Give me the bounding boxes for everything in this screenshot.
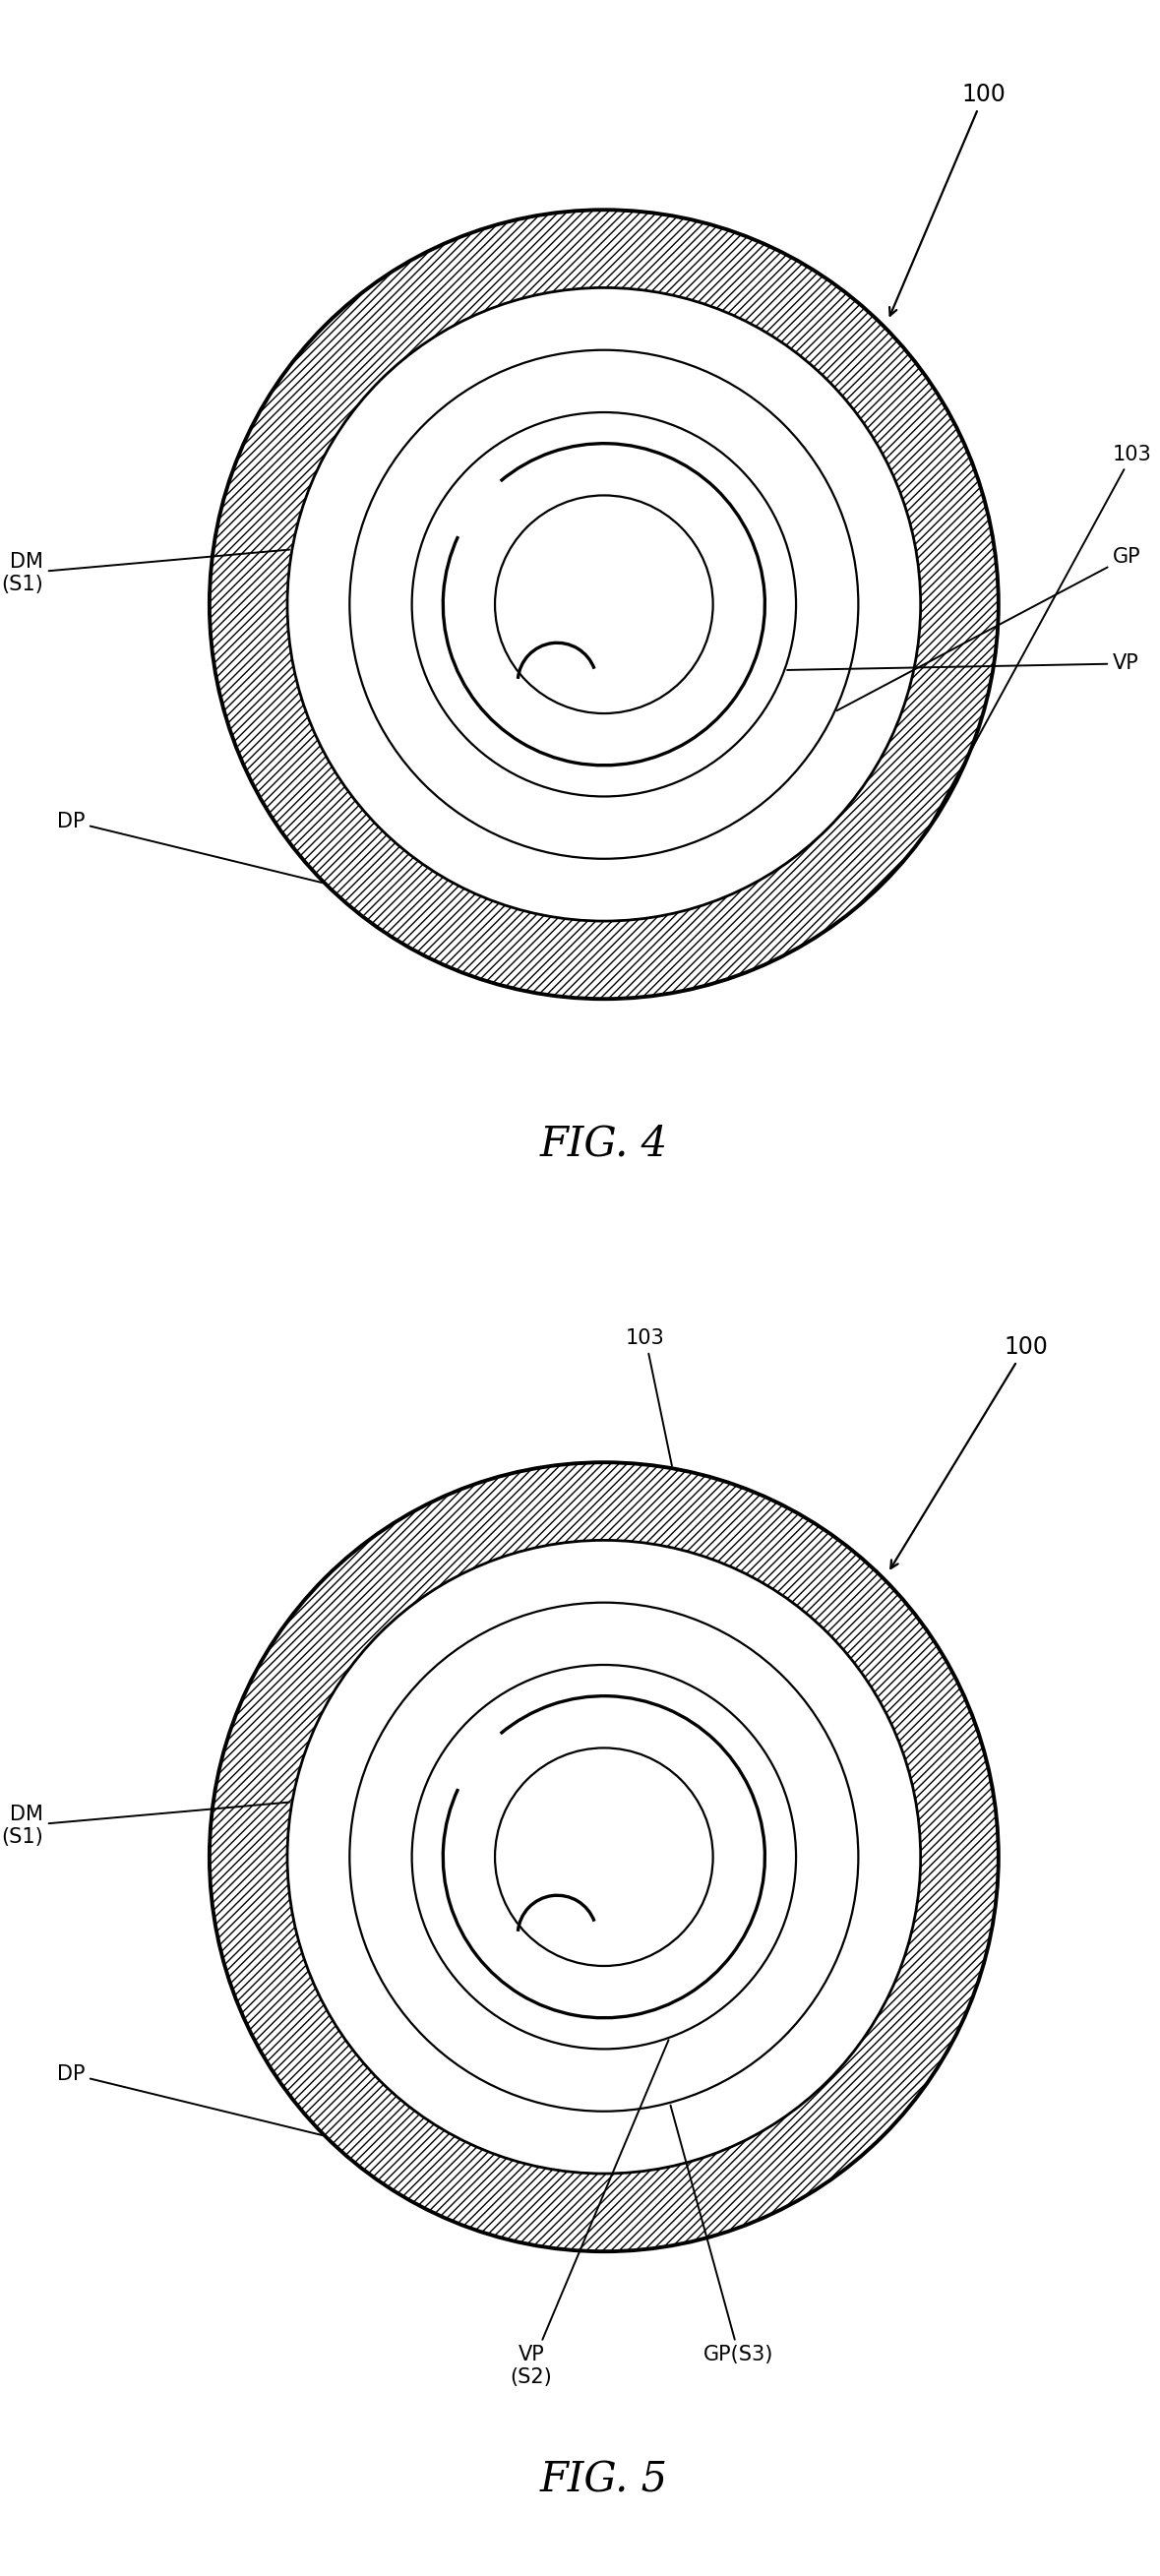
Text: DM
(S1): DM (S1) — [1, 1803, 289, 1847]
Text: FIG. 4: FIG. 4 — [539, 1123, 668, 1164]
Text: DM
(S1): DM (S1) — [1, 549, 289, 595]
Text: GP: GP — [836, 546, 1140, 711]
Text: 100: 100 — [890, 82, 1006, 314]
Text: 103: 103 — [626, 1329, 672, 1466]
Circle shape — [210, 209, 999, 999]
Circle shape — [210, 1463, 999, 2251]
Text: DP: DP — [57, 811, 322, 884]
Text: DP: DP — [57, 2063, 322, 2136]
Text: 103: 103 — [928, 446, 1152, 829]
Text: VP: VP — [788, 654, 1139, 672]
Text: FIG. 5: FIG. 5 — [539, 2460, 668, 2501]
Text: GP(S3): GP(S3) — [670, 2105, 774, 2365]
Text: VP
(S2): VP (S2) — [510, 2040, 668, 2388]
Text: 100: 100 — [891, 1334, 1047, 1569]
